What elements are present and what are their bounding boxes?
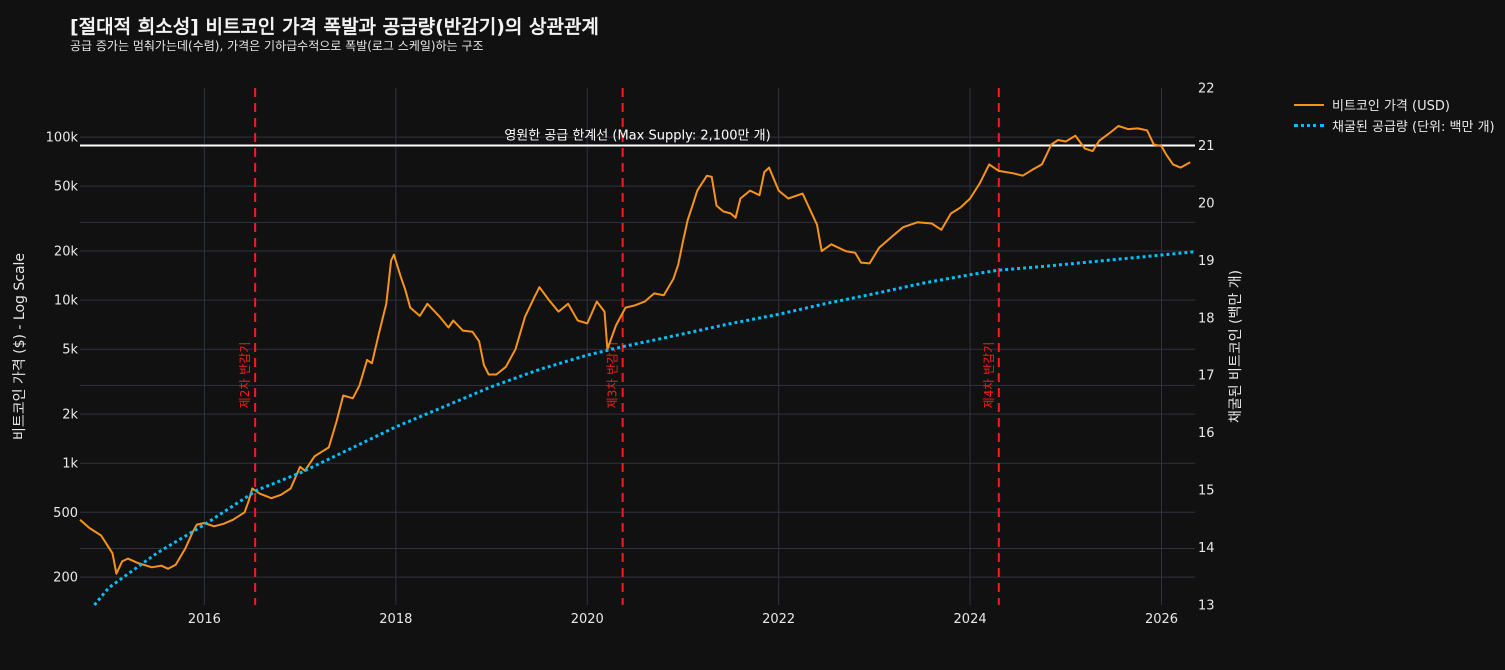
legend-label-supply: 채굴된 공급량 (단위: 백만 개) [1332, 120, 1495, 135]
y-left-tick-label: 500 [53, 506, 78, 521]
y-right-tick-label: 13 [1198, 599, 1215, 614]
halving-lines: 제2차 반감기 제3차 반감기 제4차 반감기 [238, 88, 1000, 605]
halving-label: 제2차 반감기 [238, 342, 252, 409]
y-left-tick-label: 10k [54, 294, 79, 309]
series-group [79, 125, 1196, 606]
x-tick-label: 2016 [188, 612, 221, 627]
y-right-tick-label: 22 [1198, 82, 1215, 97]
legend-swatch-price [1294, 103, 1324, 106]
x-tick-label: 2024 [954, 612, 987, 627]
x-tick-label: 2026 [1145, 612, 1178, 627]
legend-swatch-supply [1294, 124, 1324, 127]
chart-subtitle: 공급 증가는 멈춰가는데(수렴), 가격은 기하급수적으로 폭발(로그 스케일)… [70, 39, 484, 53]
x-tick-label: 2020 [571, 612, 604, 627]
max-supply-line-group: 영원한 공급 한계선 (Max Supply: 2,100만 개) [80, 128, 1195, 147]
y-left-tick-label: 100k [46, 131, 79, 146]
y-left-axis-label: 비트코인 가격 ($) - Log Scale [12, 253, 28, 440]
legend-label-price: 비트코인 가격 (USD) [1332, 99, 1450, 114]
supply-line [93, 250, 1196, 606]
y-right-tick-label: 15 [1198, 484, 1215, 499]
y-right-tick-label: 18 [1198, 311, 1215, 326]
y-right-tick-label: 16 [1198, 426, 1215, 441]
max-supply-label: 영원한 공급 한계선 (Max Supply: 2,100만 개) [504, 128, 770, 143]
y-left-tick-label: 5k [62, 343, 78, 358]
legend-item-price[interactable]: 비트코인 가격 (USD) [1294, 94, 1495, 115]
halving-label: 제4차 반감기 [982, 342, 996, 409]
grid [80, 88, 1195, 605]
y-right-tick-label: 21 [1198, 139, 1215, 154]
y-left-tick-label: 50k [54, 180, 79, 195]
x-tick-label: 2018 [379, 612, 412, 627]
x-tick-label: 2022 [762, 612, 795, 627]
y-left-tick-label: 200 [53, 571, 78, 586]
chart-title: [절대적 희소성] 비트코인 가격 폭발과 공급량(반감기)의 상관관계 [70, 16, 599, 38]
y-left-tick-label: 20k [54, 245, 79, 260]
y-left-tick-label: 1k [62, 457, 78, 472]
y-right-tick-label: 14 [1198, 541, 1215, 556]
y-right-tick-label: 19 [1198, 254, 1215, 269]
y-right-axis-label: 채굴된 비트코인 (백만 개) [1228, 270, 1244, 423]
halving-label: 제3차 반감기 [606, 342, 620, 409]
y-right-tick-label: 17 [1198, 369, 1215, 384]
axes: 2016 2018 2020 2022 2024 20262005001k2k5k10k2… [12, 82, 1244, 628]
y-right-tick-label: 20 [1198, 196, 1215, 211]
legend-item-supply[interactable]: 채굴된 공급량 (단위: 백만 개) [1294, 115, 1495, 136]
legend[interactable]: 비트코인 가격 (USD) 채굴된 공급량 (단위: 백만 개) [1294, 94, 1495, 136]
y-left-tick-label: 2k [62, 408, 78, 423]
